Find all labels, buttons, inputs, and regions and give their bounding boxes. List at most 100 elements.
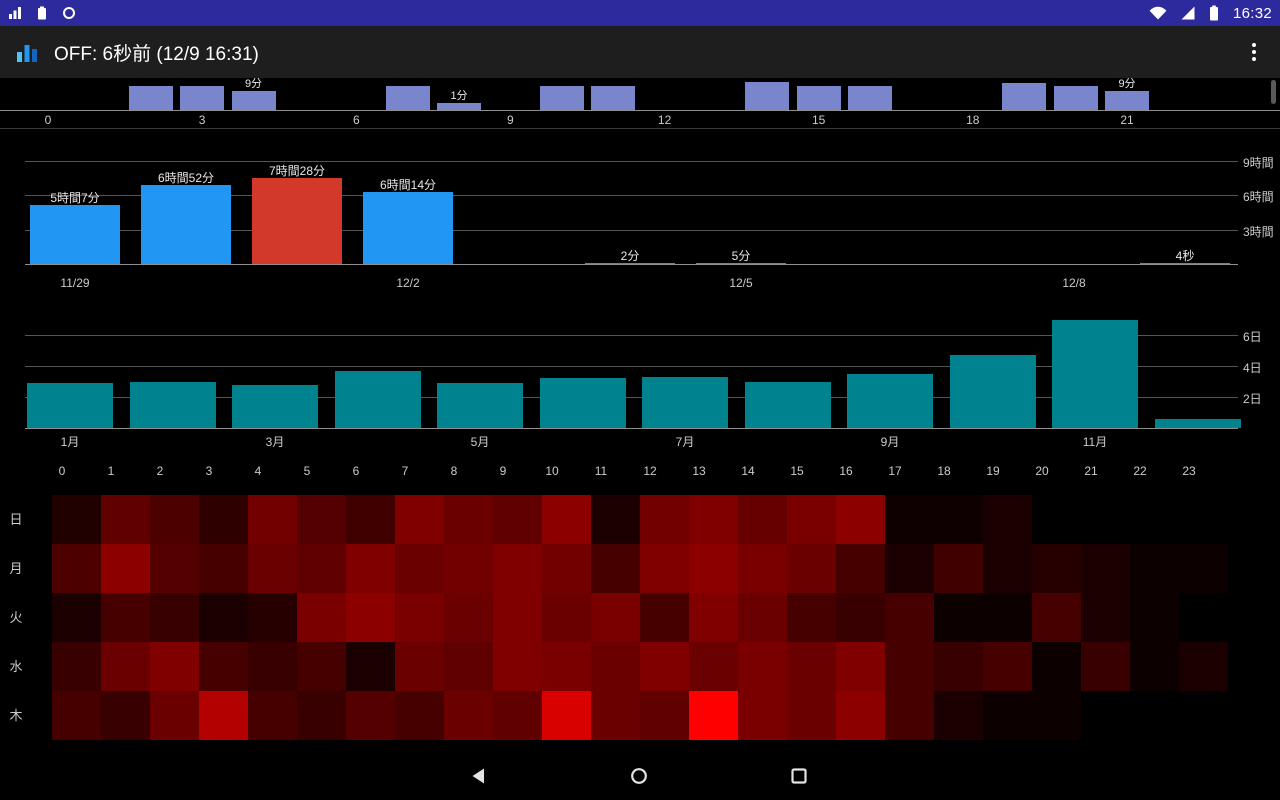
month-bar bbox=[334, 370, 421, 429]
hour-bar bbox=[385, 86, 430, 110]
y-tick-label: 2日 bbox=[1243, 392, 1262, 406]
hour-bar bbox=[128, 86, 173, 110]
heatmap-cell bbox=[101, 544, 150, 593]
day-bar bbox=[30, 205, 120, 264]
heatmap-cell bbox=[1179, 593, 1228, 642]
hour-bar-label: 1分 bbox=[450, 90, 468, 102]
heatmap-cell bbox=[444, 593, 493, 642]
x-tick-label: 9月 bbox=[880, 435, 900, 449]
heatmap-cell bbox=[1081, 691, 1130, 740]
day-bar bbox=[363, 192, 453, 264]
heatmap-cell bbox=[640, 593, 689, 642]
day-bar bbox=[585, 262, 675, 264]
heatmap-cell bbox=[101, 691, 150, 740]
heatmap-cell bbox=[934, 642, 983, 691]
heatmap-cell bbox=[52, 495, 101, 544]
heatmap-cell bbox=[248, 642, 297, 691]
hourly-usage-chart[interactable]: 9分 1分 9分 0 3 6 9 12 15 18 21 bbox=[0, 78, 1280, 130]
heatmap-hour-label: 18 bbox=[937, 464, 951, 478]
x-tick-label: 1月 bbox=[60, 435, 80, 449]
heatmap-hour-label: 6 bbox=[352, 464, 360, 478]
ring-notification-icon bbox=[62, 6, 76, 20]
heatmap-hour-label: 20 bbox=[1035, 464, 1049, 478]
heatmap-cell bbox=[689, 691, 738, 740]
heatmap-cell bbox=[1081, 593, 1130, 642]
heatmap-hour-label: 21 bbox=[1084, 464, 1098, 478]
status-bar-clock: 16:32 bbox=[1232, 4, 1272, 22]
heatmap-cell bbox=[542, 642, 591, 691]
heatmap-cell bbox=[836, 593, 885, 642]
hour-bar bbox=[1105, 91, 1149, 110]
heatmap-hour-label: 5 bbox=[303, 464, 311, 478]
heatmap-hour-label: 16 bbox=[839, 464, 853, 478]
heatmap-hour-label: 22 bbox=[1133, 464, 1147, 478]
heatmap-cell bbox=[1081, 642, 1130, 691]
app-bar: OFF: 6秒前 (12/9 16:31) bbox=[0, 26, 1280, 78]
heatmap-weekday-label: 日 bbox=[9, 512, 23, 527]
battery-notification-icon bbox=[36, 6, 48, 20]
day-bar bbox=[252, 178, 342, 264]
heatmap-cell bbox=[101, 642, 150, 691]
heatmap-cell bbox=[1032, 593, 1081, 642]
heatmap-hour-label: 8 bbox=[450, 464, 458, 478]
heatmap-cell bbox=[395, 495, 444, 544]
heatmap-cell bbox=[150, 691, 199, 740]
kebab-menu-icon[interactable] bbox=[1244, 39, 1264, 65]
x-tick-label: 9 bbox=[507, 113, 514, 127]
weekday-hour-heatmap[interactable]: 日月火水木 bbox=[0, 495, 1280, 740]
status-bar: 16:32 bbox=[0, 0, 1280, 26]
day-bar-label: 6時間14分 bbox=[379, 178, 437, 193]
month-bar bbox=[539, 378, 626, 428]
heatmap-cell bbox=[1179, 691, 1228, 740]
x-tick-label: 3 bbox=[198, 113, 206, 127]
heatmap-cell bbox=[934, 495, 983, 544]
x-tick-label: 21 bbox=[1120, 113, 1134, 127]
heatmap-cell bbox=[199, 495, 248, 544]
recents-button[interactable] bbox=[782, 767, 816, 785]
back-button[interactable] bbox=[461, 767, 495, 785]
hour-bar bbox=[796, 86, 841, 110]
monthly-usage-chart[interactable]: 2日 4日 6日 1月 3月 5月 7月 9月 11月 bbox=[0, 300, 1280, 449]
heatmap-cell bbox=[248, 691, 297, 740]
heatmap-cell bbox=[1032, 495, 1081, 544]
home-button[interactable] bbox=[622, 767, 656, 785]
heatmap-hour-label: 4 bbox=[254, 464, 262, 478]
heatmap-cell bbox=[395, 544, 444, 593]
heatmap-hour-label: 23 bbox=[1182, 464, 1196, 478]
hour-bar bbox=[591, 86, 636, 110]
heatmap-cell bbox=[885, 691, 934, 740]
heatmap-cell bbox=[934, 544, 983, 593]
heatmap-cell bbox=[885, 642, 934, 691]
heatmap-cell bbox=[934, 593, 983, 642]
heatmap-cell bbox=[199, 593, 248, 642]
y-tick-label: 6日 bbox=[1243, 330, 1262, 344]
x-tick-label: 5月 bbox=[470, 435, 490, 449]
heatmap-cell bbox=[1179, 642, 1228, 691]
heatmap-cell bbox=[395, 691, 444, 740]
gridline bbox=[25, 195, 1238, 196]
bar-chart-notification-icon bbox=[8, 6, 22, 20]
heatmap-cell bbox=[444, 691, 493, 740]
month-bar bbox=[232, 384, 318, 428]
heatmap-cell bbox=[738, 544, 787, 593]
heatmap-hour-label: 3 bbox=[205, 464, 213, 478]
chart-divider bbox=[0, 128, 1280, 129]
heatmap-cell bbox=[346, 691, 395, 740]
heatmap-weekday-label: 月 bbox=[9, 561, 23, 576]
x-tick-label: 11月 bbox=[1082, 435, 1108, 449]
heatmap-cell bbox=[983, 544, 1032, 593]
heatmap-cell bbox=[591, 593, 640, 642]
heatmap-cell bbox=[493, 691, 542, 740]
heatmap-cell bbox=[1179, 544, 1228, 593]
month-bar bbox=[1052, 319, 1138, 428]
month-bar bbox=[949, 355, 1036, 428]
heatmap-cell bbox=[101, 593, 150, 642]
scrollbar[interactable] bbox=[1271, 80, 1276, 104]
heatmap-cell bbox=[836, 495, 885, 544]
daily-usage-chart[interactable]: 3時間 6時間 9時間 5時間7分 6時間52分 7時間28分 6時間14分 2分 5分 4秒 11… bbox=[0, 140, 1280, 292]
heatmap-cell bbox=[640, 642, 689, 691]
heatmap-cell bbox=[493, 593, 542, 642]
heatmap-cell bbox=[444, 544, 493, 593]
heatmap-cell bbox=[444, 495, 493, 544]
heatmap-cell bbox=[591, 691, 640, 740]
